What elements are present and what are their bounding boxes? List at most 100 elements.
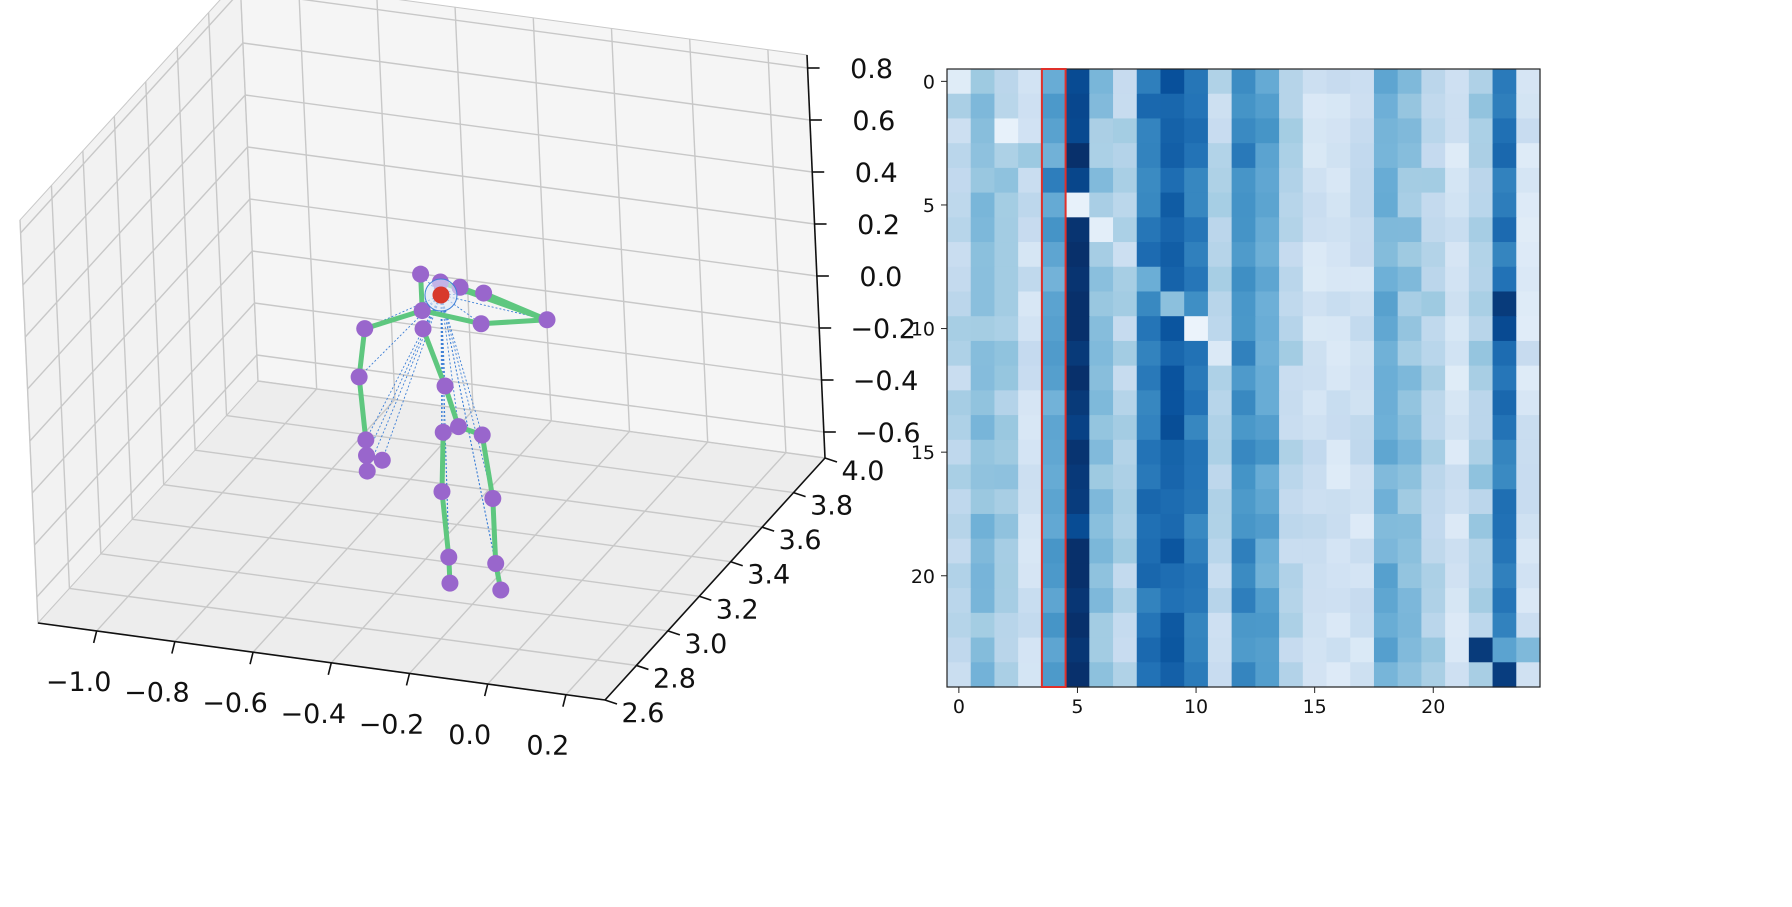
heatmap-cell: [1113, 637, 1138, 663]
heatmap-cell: [1065, 316, 1090, 342]
heatmap-cell: [1231, 513, 1256, 540]
heatmap-cell: [1373, 93, 1399, 120]
heatmap-cell: [1255, 143, 1280, 169]
heatmap-cell: [1231, 563, 1256, 589]
grid-line: [113, 116, 133, 520]
heatmap-cell: [1516, 637, 1541, 663]
heatmap-cell: [970, 612, 996, 639]
heatmap-cell: [1397, 266, 1422, 293]
heatmap-cell: [1018, 489, 1043, 515]
heatmap-cell: [1326, 365, 1351, 391]
heatmap-cell: [994, 192, 1019, 218]
heatmap-cell: [1350, 167, 1375, 194]
heatmap-cell: [1302, 365, 1328, 391]
heatmap-cell: [1516, 69, 1541, 95]
heatmap-cell: [1184, 538, 1209, 564]
heatmap-cell: [1113, 588, 1138, 614]
heatmap-cell: [1136, 513, 1162, 540]
heatmap-cell: [1160, 588, 1185, 614]
heatmap-cell: [1089, 242, 1114, 268]
heatmap-cell: [1492, 291, 1517, 317]
heatmap-cell: [1397, 538, 1422, 564]
heatmap-cell: [1279, 439, 1304, 466]
heatmap-cell: [1468, 464, 1494, 490]
heatmap-cell: [1302, 217, 1328, 243]
heatmap-cell: [1184, 291, 1209, 317]
heatmap-cell: [1445, 291, 1470, 317]
grid-line: [31, 250, 253, 494]
heatmap-cell: [1350, 316, 1375, 342]
joint-point: [358, 462, 376, 480]
heatmap-cell: [1089, 439, 1114, 466]
heatmap-y-tick-label: 15: [911, 442, 935, 464]
heatmap-cell: [1231, 242, 1256, 268]
heatmap-cell: [1041, 340, 1067, 367]
heatmap-cell: [1255, 316, 1280, 342]
heatmap-cell: [1113, 340, 1138, 367]
heatmap-cell: [1089, 217, 1114, 243]
heatmap-cell: [1279, 390, 1304, 416]
heatmap-cell: [1302, 415, 1328, 441]
heatmap-cell: [1255, 588, 1280, 614]
heatmap-cell: [1089, 93, 1114, 120]
heatmap-cell: [1184, 513, 1209, 540]
heatmap-cell: [947, 291, 972, 317]
heatmap-cell: [1018, 167, 1043, 194]
heatmap-cell: [1445, 513, 1470, 540]
heatmap-cell: [1516, 563, 1541, 589]
heatmap-cell: [1113, 439, 1138, 466]
heatmap-cell: [1136, 489, 1162, 515]
highlighted-column: [1040, 68, 1067, 688]
heatmap-cell: [994, 489, 1019, 515]
heatmap-cell: [1516, 489, 1541, 515]
heatmap-cell: [1065, 588, 1090, 614]
heatmap-cell: [994, 439, 1019, 466]
heatmap-cell: [1350, 118, 1375, 144]
x-tick-mark: [405, 673, 411, 686]
heatmap-cell: [1516, 340, 1541, 367]
y-tick-label: 4.0: [842, 456, 885, 487]
heatmap-cell: [1041, 365, 1067, 391]
heatmap-cell: [1113, 489, 1138, 515]
heatmap-cell: [1279, 192, 1304, 218]
heatmap-cell: [1516, 588, 1541, 614]
heatmap-cell: [1421, 167, 1446, 194]
heatmap-cell: [1231, 390, 1256, 416]
heatmap-cell: [1231, 118, 1256, 144]
heatmap-cell: [1231, 93, 1256, 120]
skeleton-joints: [350, 265, 556, 599]
heatmap-cell: [1279, 464, 1304, 490]
bone: [439, 489, 452, 560]
grid-line: [298, 0, 318, 389]
heatmap-cell: [947, 365, 972, 391]
heatmap-cell: [1207, 340, 1233, 367]
heatmap-cell: [1018, 266, 1043, 293]
heatmap-cell: [1445, 538, 1470, 564]
x-tick-label: −0.6: [202, 688, 268, 719]
heatmap-cell: [1041, 464, 1067, 490]
heatmap-y-tick-label: 5: [923, 195, 935, 217]
heatmap-cell: [1113, 390, 1138, 416]
y-tick-mark: [699, 595, 712, 602]
heatmap-cell: [1302, 118, 1328, 144]
heatmap-cell: [1207, 69, 1233, 95]
heatmap-cell: [1373, 143, 1399, 169]
y-axis-ticks: 2.6 2.83.0 3.23.4 3.63.8 4.0: [604, 456, 885, 729]
heatmap-cell: [1445, 93, 1470, 120]
heatmap-cell: [1089, 538, 1114, 564]
heatmap-cell: [1397, 637, 1422, 663]
heatmap-cell: [1041, 489, 1067, 515]
heatmap-cell: [1184, 192, 1209, 218]
heatmap-cell: [1350, 242, 1375, 268]
z-tick-label: 0.6: [852, 106, 895, 137]
bone: [490, 495, 499, 566]
heatmap-cell: [1326, 612, 1351, 639]
heatmap-cell: [970, 365, 996, 391]
heatmap-cell: [994, 266, 1019, 293]
heatmap-cell: [1089, 563, 1114, 589]
heatmap-cell: [947, 192, 972, 218]
heatmap-cell: [1445, 439, 1470, 466]
heatmap-cell: [1445, 563, 1470, 589]
heatmap-cell: [970, 464, 996, 490]
heatmap-cell: [1041, 588, 1067, 614]
